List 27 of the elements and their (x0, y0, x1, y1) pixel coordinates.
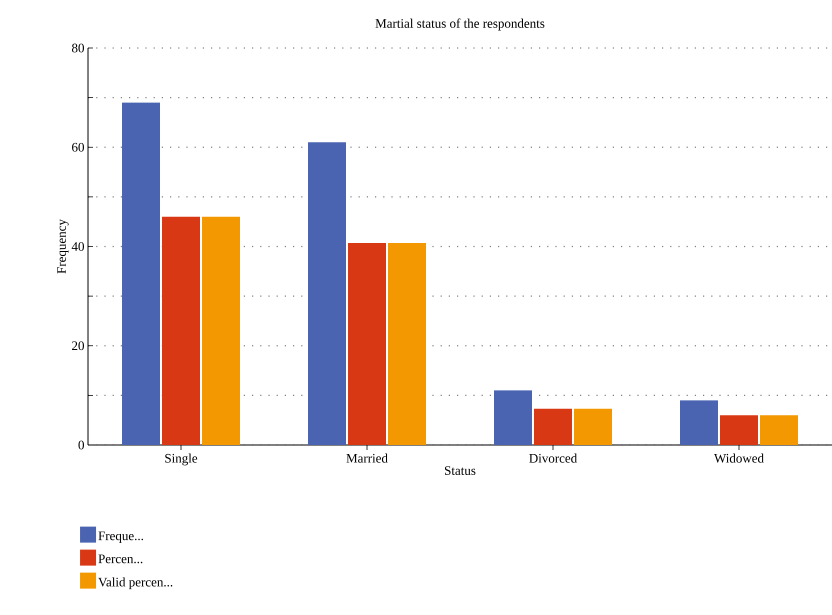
bar (494, 390, 532, 445)
bar (122, 102, 160, 445)
chart-title: Martial status of the respondents (376, 18, 544, 30)
y-tick-label: 60 (72, 142, 84, 152)
legend-label: Valid percen... (98, 577, 172, 590)
x-tick-label: Widowed (714, 454, 764, 463)
x-tick-label: Married (346, 454, 388, 463)
x-axis-title: Status (444, 466, 476, 475)
y-axis-title: Frequency (57, 219, 69, 274)
bar (720, 415, 758, 445)
y-tick-label: 80 (72, 44, 84, 52)
y-tick-label: 40 (72, 242, 84, 251)
legend-label: Percen... (98, 554, 142, 564)
bar (534, 408, 572, 445)
bar (202, 216, 240, 445)
legend-label: Freque... (98, 532, 144, 543)
bar (574, 408, 612, 445)
bar (348, 243, 386, 445)
bar (308, 142, 346, 445)
x-tick-label: Single (165, 454, 198, 466)
bar (388, 243, 426, 445)
x-tick-label: Divorced (529, 454, 578, 463)
y-tick-label: 0 (78, 440, 84, 450)
y-tick-label: 20 (72, 341, 84, 350)
bar (162, 216, 200, 445)
bar (680, 400, 718, 445)
bar (760, 415, 798, 445)
